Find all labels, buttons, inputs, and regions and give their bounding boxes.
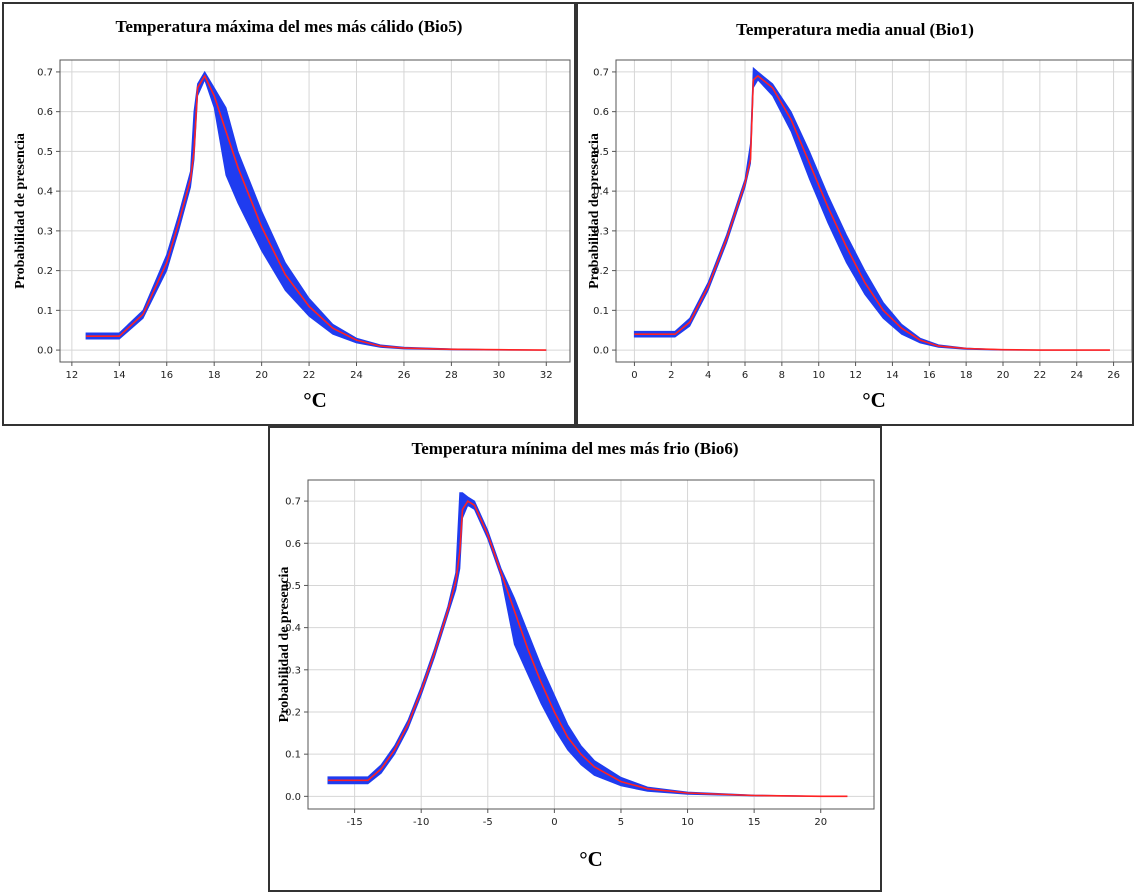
mean-response-line-series-0	[634, 74, 1110, 351]
x-axis-label: °C	[303, 388, 327, 412]
chart-title: Temperatura mínima del mes más frio (Bio…	[411, 439, 738, 458]
y-tick-label: 0.4	[37, 187, 53, 198]
x-tick-label: 8	[779, 370, 785, 381]
x-tick-label: 16	[923, 370, 936, 381]
x-tick-label: 20	[814, 817, 827, 828]
x-tick-label: 20	[997, 370, 1010, 381]
axes-box	[59, 59, 571, 363]
x-tick-label: 14	[113, 370, 126, 381]
axes-box	[615, 59, 1133, 363]
x-tick-label: 0	[551, 817, 557, 828]
x-axis-label: °C	[862, 388, 886, 412]
y-tick-label: 0.5	[285, 581, 301, 592]
chart-bio1-svg: Temperatura media anual (Bio1)0 2 4 6 8 10 12 1…	[576, 2, 1134, 426]
x-tick-label: 14	[886, 370, 899, 381]
x-tick-label: 22	[303, 370, 316, 381]
panel-frame	[2, 2, 576, 426]
x-tick-label: 20	[255, 370, 268, 381]
x-tick-label: 28	[445, 370, 458, 381]
x-tick-label: 15	[748, 817, 761, 828]
y-tick-label: 0.1	[37, 306, 53, 317]
mean-response-line-series-0	[86, 74, 547, 351]
panel-frame	[576, 2, 1134, 426]
chart-panel-bio5: Temperatura máxima del mes más cálido (B…	[2, 2, 576, 426]
chart-bio6-svg: Temperatura mínima del mes más frio (Bio…	[268, 426, 882, 892]
x-tick-label: 30	[492, 370, 505, 381]
y-axis-label: Probabilidad de presencia	[277, 567, 292, 723]
x-tick-label: 0	[631, 370, 637, 381]
chart-panel-bio6: Temperatura mínima del mes más frio (Bio…	[268, 426, 882, 892]
y-tick-label: 0.0	[593, 346, 609, 357]
x-tick-label: 2	[668, 370, 674, 381]
y-tick-label: 0.2	[593, 266, 609, 277]
x-tick-label: 16	[160, 370, 173, 381]
x-tick-label: 6	[742, 370, 748, 381]
y-tick-label: 0.6	[285, 539, 301, 550]
x-tick-label: 22	[1033, 370, 1046, 381]
x-tick-label: 10	[681, 817, 694, 828]
y-tick-label: 0.7	[37, 67, 53, 78]
chart-bio5-svg: Temperatura máxima del mes más cálido (B…	[2, 2, 576, 426]
y-tick-label: 0.4	[593, 187, 609, 198]
y-tick-label: 0.6	[37, 107, 53, 118]
panel-frame	[268, 426, 882, 892]
y-tick-label: 0.1	[593, 306, 609, 317]
y-axis-label: Probabilidad de presencia	[587, 133, 602, 289]
y-tick-label: 0.0	[285, 792, 301, 803]
x-tick-label: 18	[960, 370, 973, 381]
x-tick-label: 24	[1070, 370, 1083, 381]
y-tick-label: 0.0	[37, 346, 53, 357]
mean-response-line-series-0	[328, 499, 848, 798]
chart-panel-bio1: Temperatura media anual (Bio1) 0 2 4 6 8 10 12 1…	[576, 2, 1134, 426]
x-tick-label: 10	[812, 370, 825, 381]
x-tick-label: -15	[346, 817, 362, 828]
plot-area	[616, 60, 1132, 362]
y-tick-label: 0.2	[37, 266, 53, 277]
x-tick-label: 32	[540, 370, 553, 381]
x-axis-label: °C	[579, 847, 603, 871]
y-tick-label: 0.6	[593, 107, 609, 118]
x-tick-label: 12	[849, 370, 862, 381]
y-tick-label: 0.5	[37, 147, 53, 158]
x-tick-label: 4	[705, 370, 711, 381]
y-tick-label: 0.3	[285, 665, 301, 676]
x-tick-label: 18	[208, 370, 221, 381]
x-tick-label: 26	[398, 370, 411, 381]
y-tick-label: 0.7	[285, 497, 301, 508]
chart-title: Temperatura media anual (Bio1)	[736, 20, 974, 39]
axes-box	[307, 479, 875, 810]
x-tick-label: 5	[618, 817, 624, 828]
y-tick-label: 0.5	[593, 147, 609, 158]
x-tick-label: 24	[350, 370, 363, 381]
chart-title: Temperatura máxima del mes más cálido (B…	[116, 17, 463, 36]
y-tick-label: 0.4	[285, 623, 301, 634]
x-tick-label: 26	[1107, 370, 1120, 381]
y-tick-label: 0.1	[285, 750, 301, 761]
y-tick-label: 0.3	[37, 226, 53, 237]
y-axis-label: Probabilidad de presencia	[13, 133, 28, 289]
y-tick-label: 0.3	[593, 226, 609, 237]
y-tick-label: 0.7	[593, 67, 609, 78]
x-tick-label: 12	[65, 370, 78, 381]
x-tick-label: -10	[413, 817, 429, 828]
y-tick-label: 0.2	[285, 707, 301, 718]
x-tick-label: -5	[483, 817, 493, 828]
